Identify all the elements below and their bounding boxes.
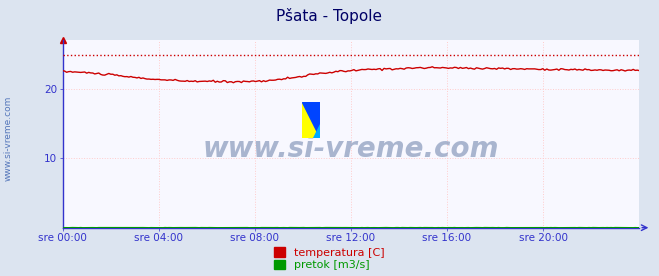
Text: Pšata - Topole: Pšata - Topole [277,8,382,24]
Polygon shape [313,124,320,138]
Polygon shape [302,102,320,138]
Text: www.si-vreme.com: www.si-vreme.com [203,135,499,163]
Text: www.si-vreme.com: www.si-vreme.com [4,95,13,181]
Polygon shape [302,102,320,138]
Legend: temperatura [C], pretok [m3/s]: temperatura [C], pretok [m3/s] [274,247,385,270]
